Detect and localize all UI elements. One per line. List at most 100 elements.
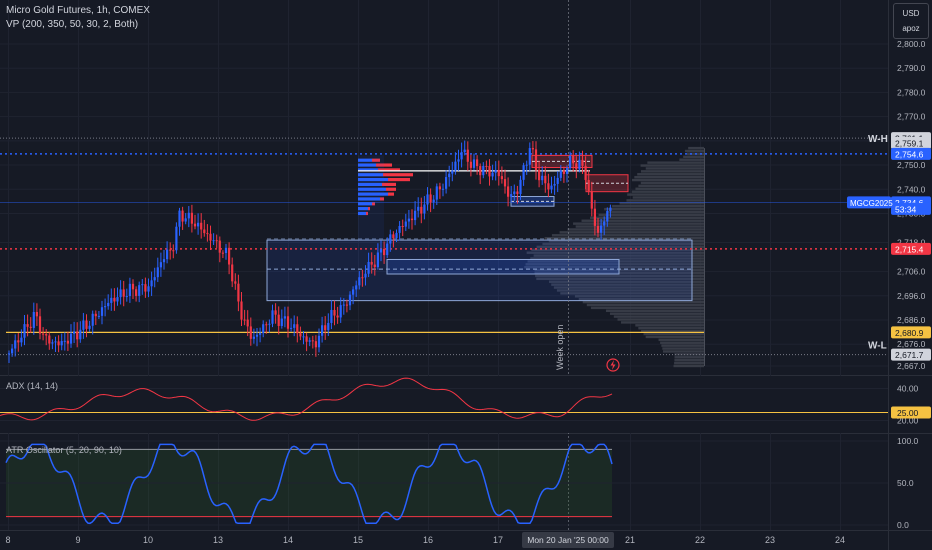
candle-body [420,206,423,214]
candle-body [407,218,410,222]
candle-body [541,175,544,181]
candle-body [79,329,82,340]
adx-title[interactable]: ADX (14, 14) [6,381,59,391]
candle-body [221,252,224,254]
candle-body [457,159,460,162]
candle-body [448,173,451,178]
price-label-bg [891,202,931,215]
svp-up [358,163,376,167]
candle-body [162,259,166,263]
candle-body [113,297,116,302]
candle-body [600,225,603,233]
candle-body [550,185,553,190]
candle-body [472,159,476,168]
candle-body [249,326,252,339]
vp-bar [525,263,704,266]
candle-body [445,177,448,189]
week-high-label: W-H [868,134,888,145]
atr-title[interactable]: ATR Oscillator (5, 20, 90, 10) [6,445,122,455]
price-tick-label: 2,790.0 [897,63,926,73]
time-tick-label: 24 [835,535,845,545]
candle-body [20,337,23,343]
vp-bar [662,347,704,350]
vp-bar [606,210,704,214]
candle-body [302,336,305,338]
vp-bar [582,300,704,304]
price-label-bg [891,348,931,361]
vp-bar [533,254,704,257]
svp-up [358,202,372,206]
vp-bar [536,245,704,249]
vp-bar [637,173,704,176]
candle-body [73,331,76,334]
vp-bar [641,329,704,333]
price-tick-label: 2,780.0 [897,87,926,97]
svp-up [358,177,388,182]
atr-tick-label: 100.0 [897,436,919,446]
svp-down [388,192,394,196]
adx-tick-label: 40.00 [897,384,919,394]
candle-body [190,212,193,224]
session-volume-profile [358,158,413,216]
candle-body [246,319,249,327]
time-tick-label: 16 [423,535,433,545]
candle-body [547,183,550,190]
svp-down [378,168,400,172]
indicator-title[interactable]: VP (200, 350, 50, 30, 2, Both) [6,19,139,30]
candle-body [584,165,587,180]
candle-body [609,207,612,211]
candle-body [575,163,578,170]
demand-zone [266,239,693,302]
candle-body [265,324,268,326]
candle-body [476,159,479,167]
vp-bar [551,234,704,237]
vp-bar [605,309,704,312]
candle-body [569,155,572,169]
candle-body [479,166,482,176]
candle-body [280,318,283,326]
svp-up [358,192,388,196]
candle-body [401,225,404,227]
price-tick-label: 2,750.0 [897,160,926,170]
candle-body [57,341,60,346]
price-label: 53:34 [895,204,917,214]
candle-body [538,169,541,181]
vp-bar [674,353,704,356]
candle-body [559,170,562,178]
price-tick-label: 2,686.0 [897,315,926,325]
week-open-label: Week open [555,325,565,370]
candle-body [147,286,150,292]
vp-bar [567,228,704,231]
candle-body [283,316,286,319]
currency-selector[interactable]: USD apoz [893,3,929,39]
vp-bar [674,358,704,362]
vp-bar [638,327,704,330]
vp-bar [635,324,704,327]
candle-body [131,283,135,290]
svp-up [358,187,386,191]
adx-level-label: 25.00 [897,408,919,418]
candle-body [311,340,314,342]
vp-bar [590,306,704,310]
symbol-title[interactable]: Micro Gold Futures, 1h, COMEX [6,5,150,16]
candle-body [107,302,110,307]
candle-body [110,297,113,303]
crosshair-time-label: Mon 20 Jan '25 00:00 [527,535,609,545]
vp-bar [527,260,704,263]
svp-up [358,207,368,211]
candle-body [125,296,128,298]
vp-bar [632,196,704,199]
svp-down [376,163,392,167]
candle-body [200,222,203,230]
svp-up [358,168,378,172]
candle-body [352,289,355,295]
vp-bar [617,318,704,321]
vp-bar [586,303,704,307]
atr-line [5,443,613,525]
vp-bar [619,202,704,205]
candle-body [500,176,503,180]
candle-body [26,324,29,327]
candle-body [321,325,324,336]
week-low-label: W-L [868,341,887,352]
